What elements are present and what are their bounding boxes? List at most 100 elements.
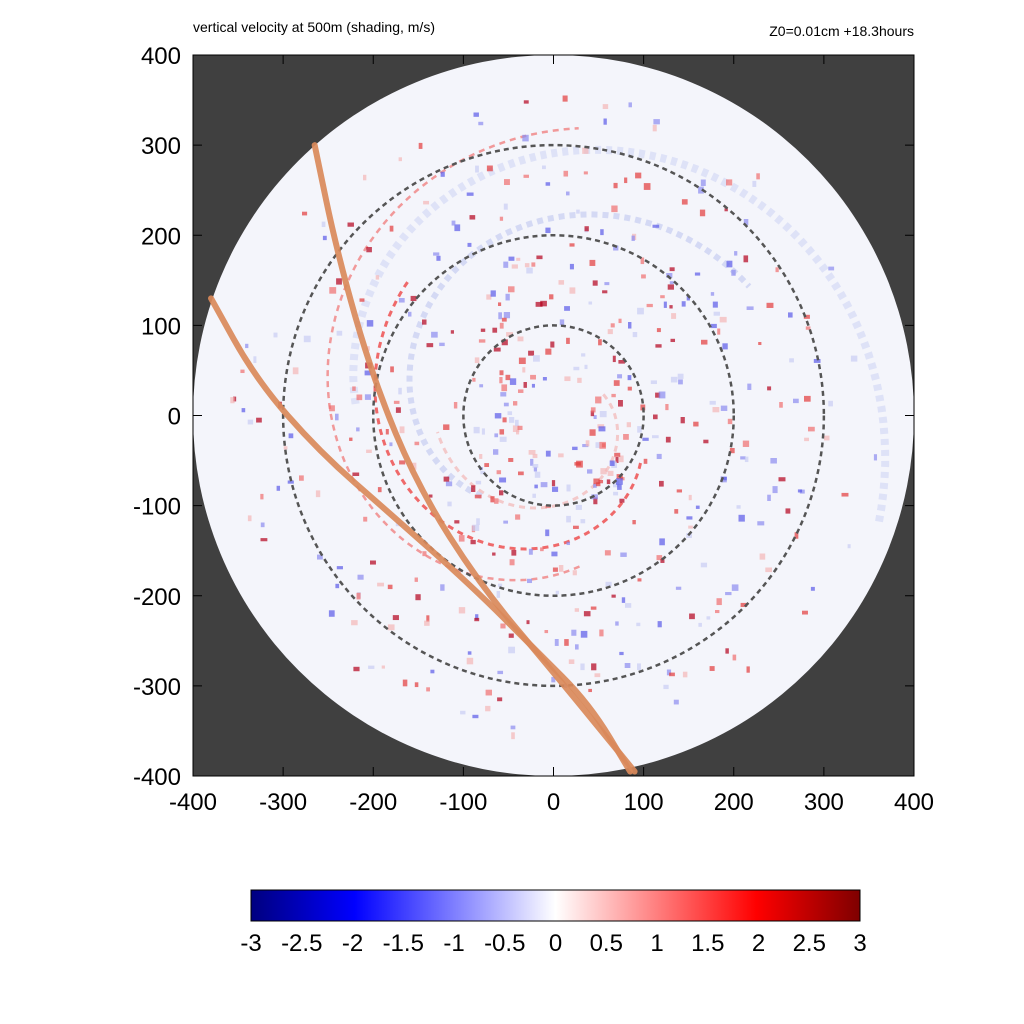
velocity-cell: [731, 269, 736, 276]
reference-circle: [372, 234, 735, 597]
velocity-cell: [659, 538, 665, 546]
velocity-cell: [450, 330, 454, 334]
velocity-cell: [563, 170, 569, 177]
velocity-cell: [606, 479, 611, 485]
velocity-cell: [230, 397, 235, 404]
velocity-cell: [552, 567, 558, 572]
x-tick-label: 400: [894, 789, 934, 816]
velocity-cell: [738, 514, 745, 522]
velocity-cell: [594, 673, 601, 678]
velocity-cell: [534, 471, 541, 478]
x-tick-label: 100: [624, 789, 664, 816]
velocity-cell: [481, 428, 485, 435]
velocity-cell: [615, 621, 619, 626]
velocity-cell: [260, 493, 264, 500]
velocity-cell: [595, 442, 601, 448]
velocity-cell: [253, 356, 257, 364]
velocity-cell: [686, 516, 693, 520]
velocity-cell: [390, 366, 394, 373]
reference-circles: [281, 143, 826, 688]
velocity-cell: [619, 455, 624, 463]
velocity-cell: [720, 405, 728, 411]
velocity-cell: [847, 544, 851, 549]
velocity-cell: [789, 358, 794, 363]
velocity-cell: [414, 682, 419, 688]
velocity-cell: [485, 689, 492, 696]
velocity-cell: [443, 476, 450, 482]
x-tick-label: 0: [547, 789, 560, 816]
velocity-cell: [527, 578, 533, 584]
velocity-cell: [473, 112, 479, 117]
velocity-cell: [655, 392, 661, 398]
velocity-cell: [582, 444, 589, 448]
velocity-cell: [517, 425, 523, 431]
velocity-cell: [609, 460, 615, 466]
velocity-cell: [516, 257, 521, 261]
velocity-cell: [736, 505, 741, 509]
velocity-cell: [592, 280, 598, 286]
velocity-cell: [724, 208, 728, 212]
velocity-cell: [415, 594, 421, 601]
velocity-cell: [377, 487, 382, 493]
velocity-cell: [352, 386, 356, 391]
velocity-cell: [508, 286, 515, 293]
velocity-cell: [590, 407, 596, 413]
velocity-cell: [494, 498, 499, 504]
velocity-cell: [742, 440, 750, 447]
velocity-cell: [626, 422, 632, 428]
velocity-cell: [502, 417, 507, 423]
x-axis-tick-labels: -400 -300 -200 -100 0 100 200 300 400: [169, 789, 934, 816]
velocity-cell: [356, 394, 363, 401]
velocity-cell: [722, 343, 728, 350]
velocity-cell: [575, 644, 579, 650]
velocity-cell: [509, 559, 515, 566]
velocity-cell: [759, 553, 766, 560]
colorbar-tick-labels: -3 -2.5 -2 -1.5 -1 -0.5 0 0.5 1 1.5 2 2.5 3: [240, 930, 866, 957]
velocity-cell: [424, 620, 430, 626]
velocity-cell: [474, 357, 480, 364]
velocity-cell: [335, 583, 340, 589]
velocity-cell: [398, 157, 402, 162]
velocity-cell: [756, 173, 760, 180]
velocity-cell: [599, 441, 606, 449]
velocity-cell: [613, 491, 619, 496]
velocity-cell: [611, 393, 616, 398]
velocity-cell: [443, 424, 450, 430]
velocity-cell: [611, 594, 616, 598]
velocity-cell: [598, 480, 604, 484]
velocity-cell: [604, 282, 610, 286]
velocity-cell: [689, 613, 695, 620]
velocity-cell: [673, 699, 679, 705]
velocity-cell: [426, 615, 430, 622]
velocity-cell: [381, 665, 385, 669]
velocity-cell: [725, 648, 729, 654]
velocity-cell: [530, 374, 536, 380]
velocity-cell: [637, 426, 642, 433]
colorbar-tick-label: -0.5: [484, 930, 525, 957]
velocity-cell: [572, 570, 577, 576]
velocity-cell: [698, 622, 702, 627]
velocity-cell: [617, 484, 622, 490]
velocity-cell: [569, 287, 576, 294]
velocity-cell: [515, 419, 519, 427]
velocity-cell: [580, 630, 588, 638]
velocity-cell: [797, 489, 803, 493]
velocity-cell: [479, 454, 483, 459]
velocity-cell: [501, 339, 508, 346]
velocity-cell: [660, 295, 665, 299]
velocity-cell: [493, 347, 501, 352]
velocity-cell: [508, 646, 516, 654]
velocity-cell: [392, 615, 399, 621]
reference-circle: [281, 143, 826, 688]
velocity-cell: [598, 339, 602, 346]
velocity-cell: [240, 369, 245, 374]
velocity-cell: [506, 332, 514, 337]
velocity-cell: [552, 486, 559, 492]
velocity-cell: [503, 261, 509, 268]
velocity-cell: [625, 603, 632, 608]
velocity-cell: [352, 472, 360, 476]
velocity-cell: [385, 429, 389, 435]
velocity-cell: [241, 408, 246, 413]
velocity-cell: [458, 607, 466, 614]
velocity-cell: [276, 485, 281, 491]
